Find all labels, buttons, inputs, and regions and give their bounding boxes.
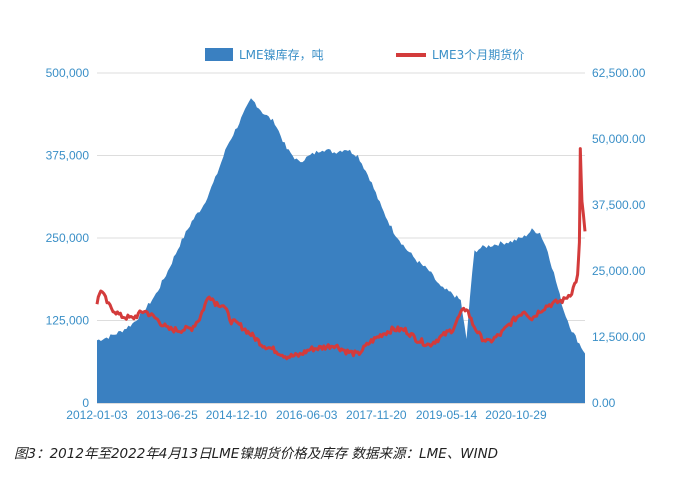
price-line-layer	[95, 147, 587, 361]
right-tick-label: 25,000.00	[592, 264, 646, 278]
legend-label-inventory: LME镍库存，吨	[239, 47, 324, 62]
right-axis-ticks: 0.00 12,500.00 25,000.00 37,500.00 50,000.00…	[592, 66, 646, 410]
left-tick-label: 125,000	[46, 314, 90, 328]
right-tick-label: 12,500.00	[592, 330, 646, 344]
x-tick-label: 2017-11-20	[346, 408, 407, 422]
chart: 0 125,000 250,000 375,000 500,000 0.00 12,500…	[46, 47, 646, 422]
right-tick-label: 62,500.00	[592, 66, 646, 80]
x-tick-label: 2020-10-29	[485, 408, 547, 422]
left-tick-label: 250,000	[46, 231, 90, 245]
x-tick-label: 2013-06-25	[136, 408, 198, 422]
x-tick-label: 2014-12-10	[206, 408, 268, 422]
x-tick-label: 2012-01-03	[66, 408, 128, 422]
left-tick-label: 375,000	[46, 149, 90, 163]
left-tick-label: 500,000	[46, 66, 90, 80]
left-tick-label: 0	[82, 396, 89, 410]
right-tick-label: 0.00	[592, 396, 616, 410]
inventory-area-layer	[97, 98, 585, 404]
x-tick-label: 2019-05-14	[416, 408, 478, 422]
x-axis-ticks: 2012-01-03 2013-06-25 2014-12-10 2016-06-03…	[66, 408, 547, 422]
x-tick-label: 2016-06-03	[276, 408, 338, 422]
series-price-line	[95, 147, 587, 361]
legend-label-price: LME3个月期货价	[432, 47, 524, 62]
figure-caption: 图3：2012年至2022年4月13日LME镍期货价格及库存 数据来源：LME、…	[14, 446, 499, 462]
right-tick-label: 50,000.00	[592, 132, 646, 146]
right-tick-label: 37,500.00	[592, 198, 646, 212]
legend: LME镍库存，吨 LME3个月期货价	[205, 47, 524, 62]
series-inventory-area	[97, 98, 585, 404]
left-axis-ticks: 0 125,000 250,000 375,000 500,000	[46, 66, 90, 410]
legend-swatch-inventory	[205, 48, 233, 61]
